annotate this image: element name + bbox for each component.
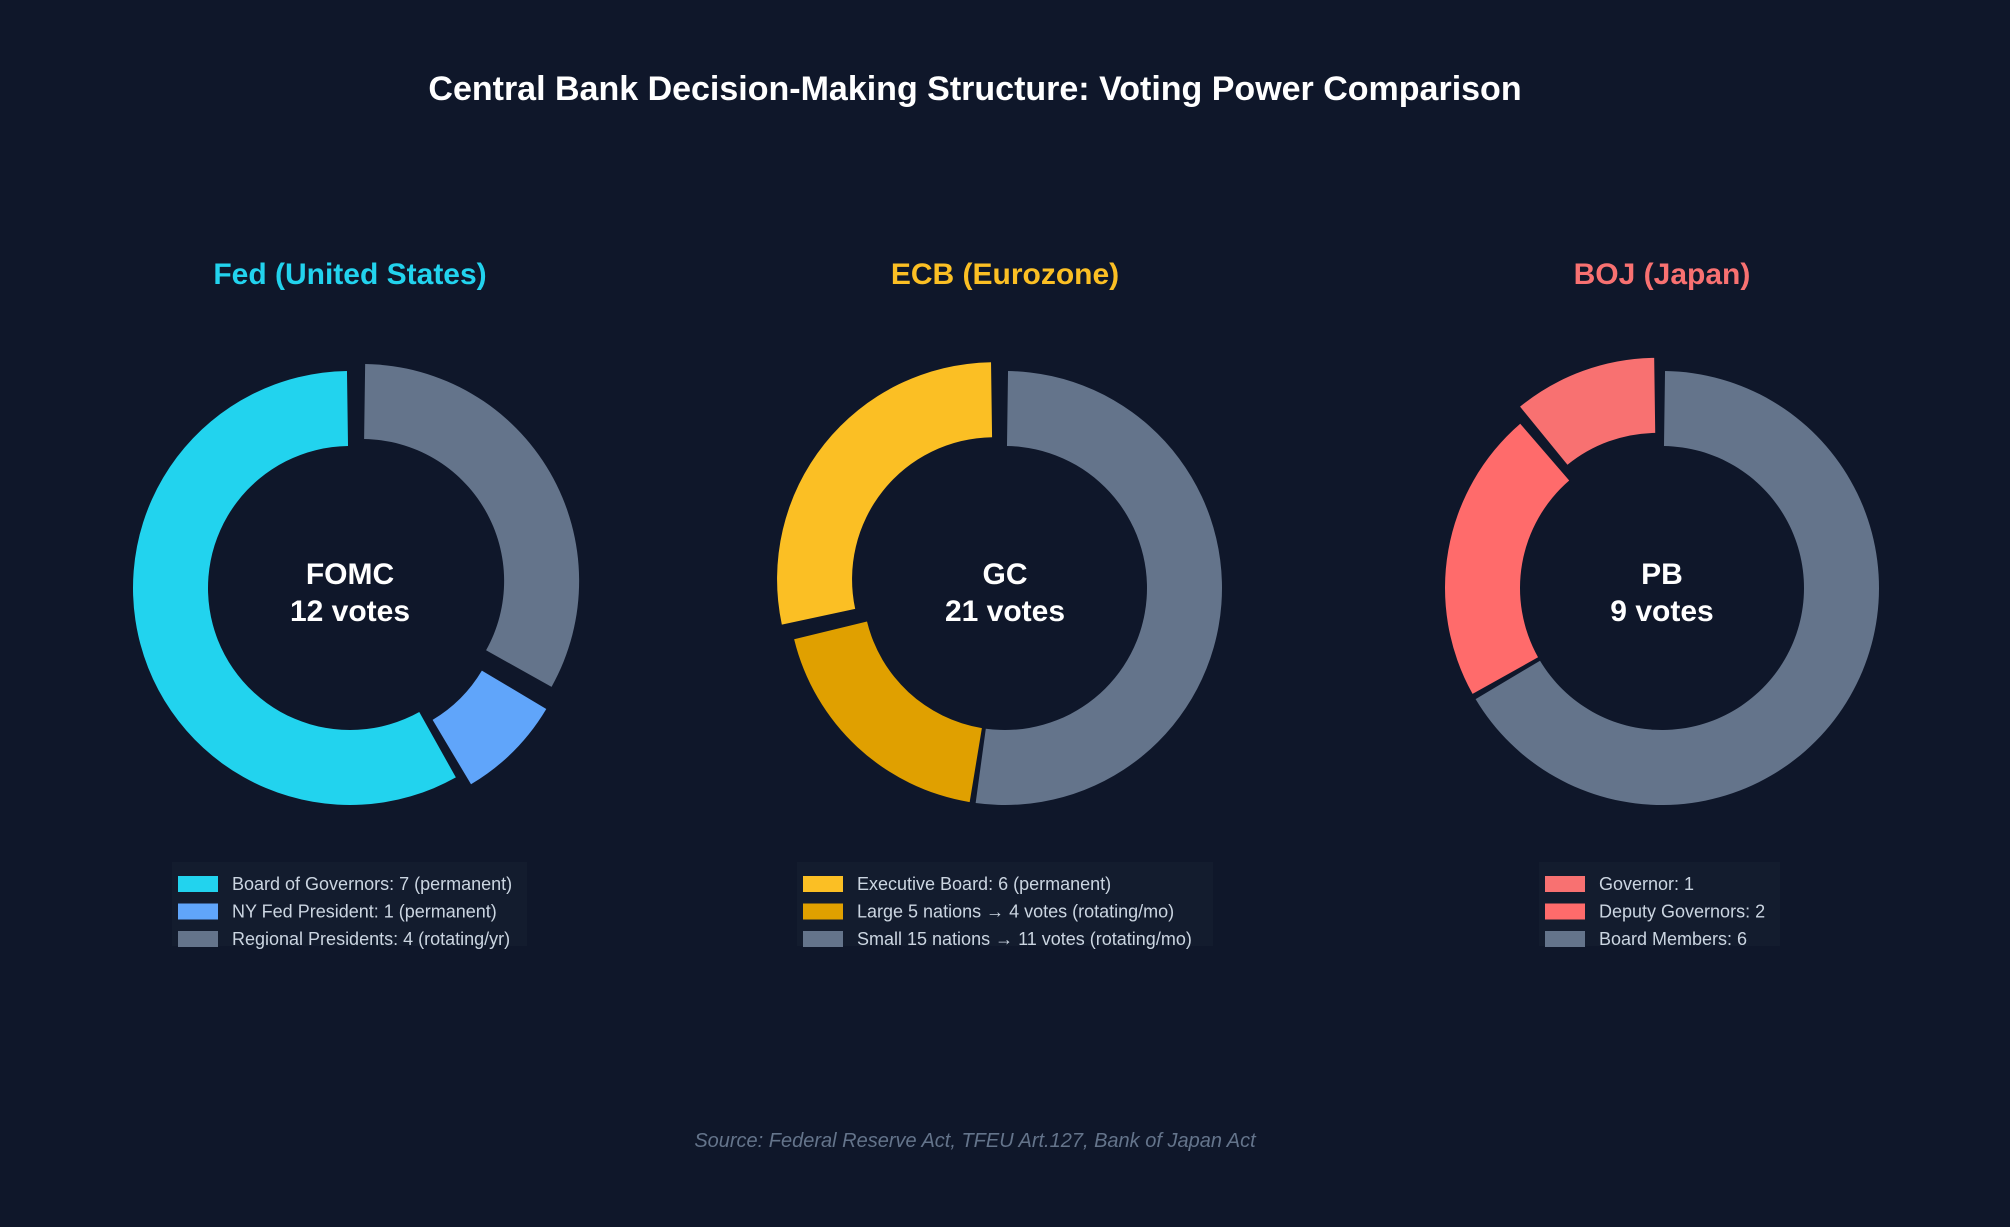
legend-swatch — [1545, 931, 1585, 947]
donut-panel-1: Fed (United States) FOMC 12 votes Board of … — [132, 258, 580, 949]
legend-swatch — [803, 876, 843, 892]
legend-entry: Board Members: 6 — [1599, 929, 1747, 949]
legend-entry: Regional Presidents: 4 (rotating/yr) — [232, 929, 510, 949]
panel-title: ECB (Eurozone) — [891, 258, 1119, 291]
legend-swatch — [178, 903, 218, 920]
center-sublabel: 9 votes — [1610, 595, 1713, 628]
donut-slice-2 — [1445, 423, 1570, 694]
donut-panels: Fed (United States) FOMC 12 votes Board of … — [132, 258, 1879, 949]
legend-entry: Large 5 nations → 4 votes (rotating/mo) — [857, 902, 1174, 922]
legend-swatch — [178, 876, 218, 892]
legend-entry: Deputy Governors: 2 — [1599, 902, 1765, 922]
center-label: FOMC — [306, 558, 394, 591]
legend-background — [797, 862, 1213, 946]
donut-slice-3 — [364, 364, 580, 687]
donut-slice-1 — [777, 362, 993, 625]
center-sublabel: 21 votes — [945, 595, 1065, 628]
donut-slice-3 — [975, 371, 1222, 805]
legend-swatch — [803, 903, 843, 920]
donut-slice-2 — [432, 670, 547, 785]
source-note: Source: Federal Reserve Act, TFEU Art.12… — [694, 1130, 1257, 1152]
center-sublabel: 12 votes — [290, 595, 410, 628]
legend-swatch — [1545, 876, 1585, 892]
donut-panel-2: ECB (Eurozone) GC 21 votes Executive Board:… — [777, 258, 1222, 949]
panel-title: BOJ (Japan) — [1574, 258, 1751, 291]
legend: Board of Governors: 7 (permanent) NY Fed … — [172, 862, 527, 949]
legend-swatch — [1545, 903, 1585, 920]
legend: Executive Board: 6 (permanent) Large 5 na… — [797, 862, 1213, 949]
legend-swatch — [803, 931, 843, 947]
legend-swatch — [178, 931, 218, 947]
legend-entry: NY Fed President: 1 (permanent) — [232, 902, 497, 922]
donut-slice-1 — [1520, 357, 1656, 465]
center-label: GC — [983, 558, 1028, 591]
center-label: PB — [1641, 558, 1683, 591]
donut-slice-2 — [794, 621, 982, 803]
legend-background — [172, 862, 527, 946]
chart-title: Central Bank Decision-Making Structure: … — [428, 70, 1521, 108]
donut-slice-3 — [1475, 371, 1879, 805]
legend: Governor: 1 Deputy Governors: 2 Board Memb… — [1539, 862, 1780, 949]
panel-title: Fed (United States) — [213, 258, 486, 291]
legend-entry: Board of Governors: 7 (permanent) — [232, 874, 512, 894]
donut-panel-3: BOJ (Japan) PB 9 votes Governor: 1 Deputy Go… — [1445, 258, 1879, 949]
legend-entry: Executive Board: 6 (permanent) — [857, 874, 1111, 894]
legend-entry: Small 15 nations → 11 votes (rotating/mo… — [857, 929, 1192, 949]
donut-slice-1 — [132, 371, 456, 805]
legend-entry: Governor: 1 — [1599, 874, 1694, 894]
